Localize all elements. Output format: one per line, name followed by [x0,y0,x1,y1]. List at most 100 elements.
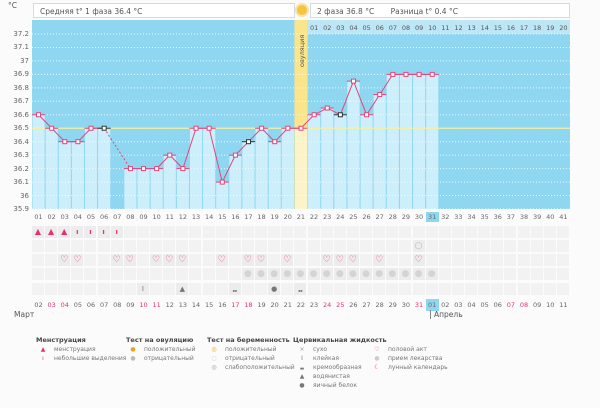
spotting-icon: ı [110,226,123,238]
grid-cell [123,283,136,295]
phase2-day-label: 09 [415,24,423,32]
heart-icon: ♡ [71,254,84,266]
month-april: Апрель [430,310,463,319]
grid-cell [543,226,556,238]
grid-cell [556,254,569,266]
grid-cell [517,268,530,280]
date-label: 13 [178,301,187,309]
date-label: 09 [126,301,135,309]
cycle-day-label: 21 [296,213,306,221]
legend-label: клейкая [313,355,339,362]
date-label: 04 [467,301,476,309]
temperature-point [154,166,160,172]
moon-icon: ☾ [374,364,380,371]
heart-icon: ♡ [255,254,268,266]
date-label: 09 [532,301,542,309]
temperature-point [272,139,278,145]
cycle-day-label: 23 [323,213,332,221]
temperature-bar [124,168,137,209]
temperature-bar [150,168,163,209]
cycle-day-label: 12 [178,213,187,221]
phase2-day-label: 12 [454,24,462,32]
temperature-point [206,125,212,131]
grid-cell [333,283,346,295]
date-label: 08 [113,301,122,309]
legend-item: ◎ слабоположительный [209,364,294,371]
phase2-day-cell [399,20,413,34]
grid-cell [346,240,359,252]
pill-icon: ● [294,268,307,280]
date-label: 06 [493,301,502,309]
phase2-day-cell [412,20,426,34]
heart-icon: ♡ [215,254,228,266]
cycle-day-label: 08 [126,213,135,221]
grid-cell [176,268,189,280]
cycle-day-label: 24 [336,213,345,221]
legend-label: прием лекарства [388,355,443,362]
phase2-day-cell [320,20,334,34]
grid-cell [517,254,530,266]
cycle-day-label: 37 [506,213,516,221]
y-tick-label: 36.2 [13,164,29,173]
grid-cell [465,254,478,266]
date-label: 26 [349,301,358,309]
temperature-point [416,71,422,77]
y-tick-label: 37.2 [13,30,29,38]
date-label: 02 [34,301,43,309]
grid-cell [517,226,530,238]
grid-cell [307,226,320,238]
cycle-day-label: 18 [257,213,266,221]
temperature-bar [137,168,150,209]
grid-cell [202,240,215,252]
grid-cell [58,268,71,280]
legend-item: ● прием лекарства [372,355,442,362]
cycle-day-label: 29 [401,213,411,221]
grid-cell [451,283,464,295]
phase2-day-cell [425,20,439,34]
date-label: 28 [375,301,384,309]
grid-cell [346,226,359,238]
grid-cell [215,240,228,252]
grid-cell [228,268,241,280]
grid-cell [215,268,228,280]
grid-cell [465,283,478,295]
grid-cell [320,240,333,252]
date-label: 04 [60,301,69,309]
cycle-day-label: 04 [73,213,82,221]
grid-cell [412,226,425,238]
grid-cell [71,268,84,280]
grid-cell [150,283,163,295]
date-label: 20 [270,301,279,309]
phase2-day-label: 16 [507,24,515,32]
cycle-day-label: 13 [191,213,201,221]
legend-label: кремообразная [313,364,362,371]
grid-cell [241,283,254,295]
grid-cell [478,283,491,295]
phase2-day-label: 11 [441,24,449,32]
legend-item: × сухо [297,346,327,353]
date-label: 16 [218,301,227,309]
grid-cell [504,240,517,252]
legend-label: лунный календарь [388,364,448,371]
y-tick-label: 36.9 [13,70,29,79]
legend-item: ● отрицательный [128,355,193,362]
date-label: 21 [283,301,292,309]
temperature-point [127,166,133,172]
creamy-icon: ❠ [294,283,307,295]
cycle-day-label: 19 [270,213,279,221]
temperature-point [298,125,304,131]
temperature-point [75,139,81,145]
phase2-day-cell [438,20,452,34]
cycle-day-label: 30 [414,213,424,221]
grid-cell [451,254,464,266]
legend-item: ◎ положительный [209,346,276,353]
heart-icon: ♡ [412,254,425,266]
grid-cell [399,254,412,266]
heart-icon: ♡ [320,254,333,266]
grid-cell [386,226,399,238]
heart-icon: ♡ [123,254,136,266]
grid-cell [556,240,569,252]
grid-cell [360,226,373,238]
grid-cell [556,226,569,238]
pregnancy-positive-icon: ◎ [211,346,217,353]
